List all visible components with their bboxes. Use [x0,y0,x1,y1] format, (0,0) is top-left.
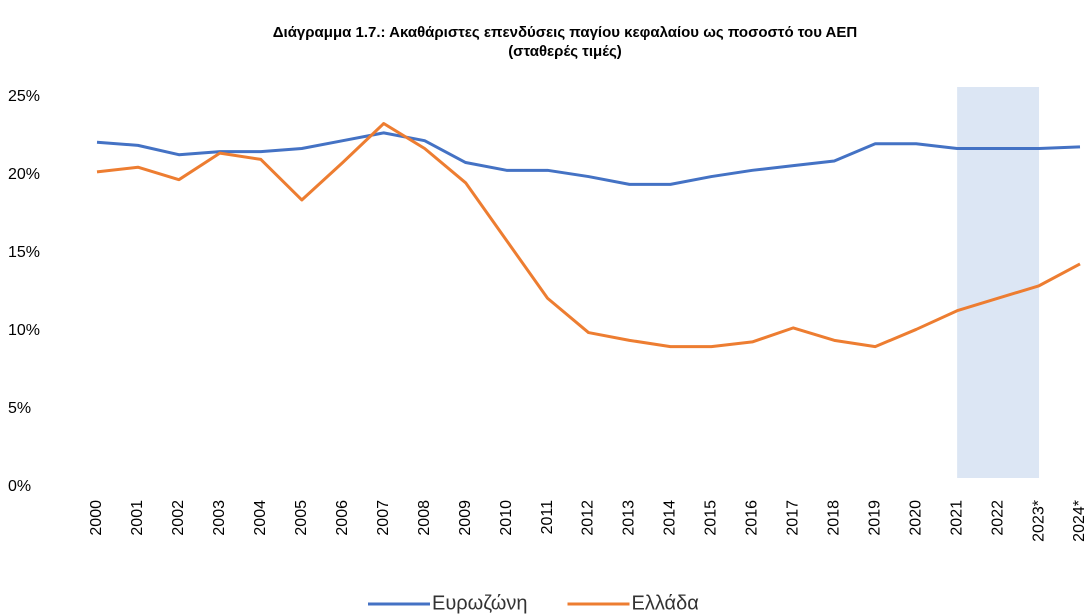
highlight-band [957,87,1040,478]
x-tick-label: 2002 [170,500,187,536]
y-tick-label: 20% [8,166,40,183]
x-tick-label: 2010 [498,500,515,536]
x-tick-label: 2016 [744,500,761,536]
y-tick-label: 15% [8,244,40,261]
x-tick-label: 2012 [580,500,597,536]
x-tick-label: 2021 [948,500,965,536]
x-tick-label: 2013 [621,500,638,536]
chart-title: (σταθερές τιμές) [508,43,622,60]
x-tick-label: 2017 [785,500,802,536]
x-tick-label: 2009 [457,500,474,536]
series-line [96,122,1081,349]
x-tick-label: 2014 [662,500,679,536]
y-tick-label: 10% [8,322,40,339]
x-tick-label: 2005 [293,500,310,536]
y-tick-label: 0% [8,478,31,495]
chart-title: Διάγραμμα 1.7.: Ακαθάριστες επενδύσεις π… [273,24,857,41]
x-tick-label: 2001 [129,500,146,536]
y-tick-label: 5% [8,400,31,417]
x-tick-label: 2004 [252,500,269,536]
legend-label: Ευρωζώνη [432,592,528,614]
legend-label: Ελλάδα [632,592,699,614]
x-tick-label: 2015 [703,500,720,536]
x-tick-label: 2023* [1030,500,1047,542]
x-tick-label: 2020 [907,500,924,536]
y-tick-label: 25% [8,88,40,105]
x-tick-label: 2024* [1071,500,1088,542]
x-tick-label: 2018 [825,500,842,536]
x-tick-label: 2003 [211,500,228,536]
x-tick-label: 2022 [989,500,1006,536]
x-tick-label: 2008 [416,500,433,536]
x-tick-label: 2019 [866,500,883,536]
x-tick-label: 2007 [375,500,392,536]
x-tick-label: 2000 [88,500,105,536]
x-tick-label: 2006 [334,500,351,536]
x-tick-label: 2011 [539,500,556,535]
series-line [96,131,1081,186]
